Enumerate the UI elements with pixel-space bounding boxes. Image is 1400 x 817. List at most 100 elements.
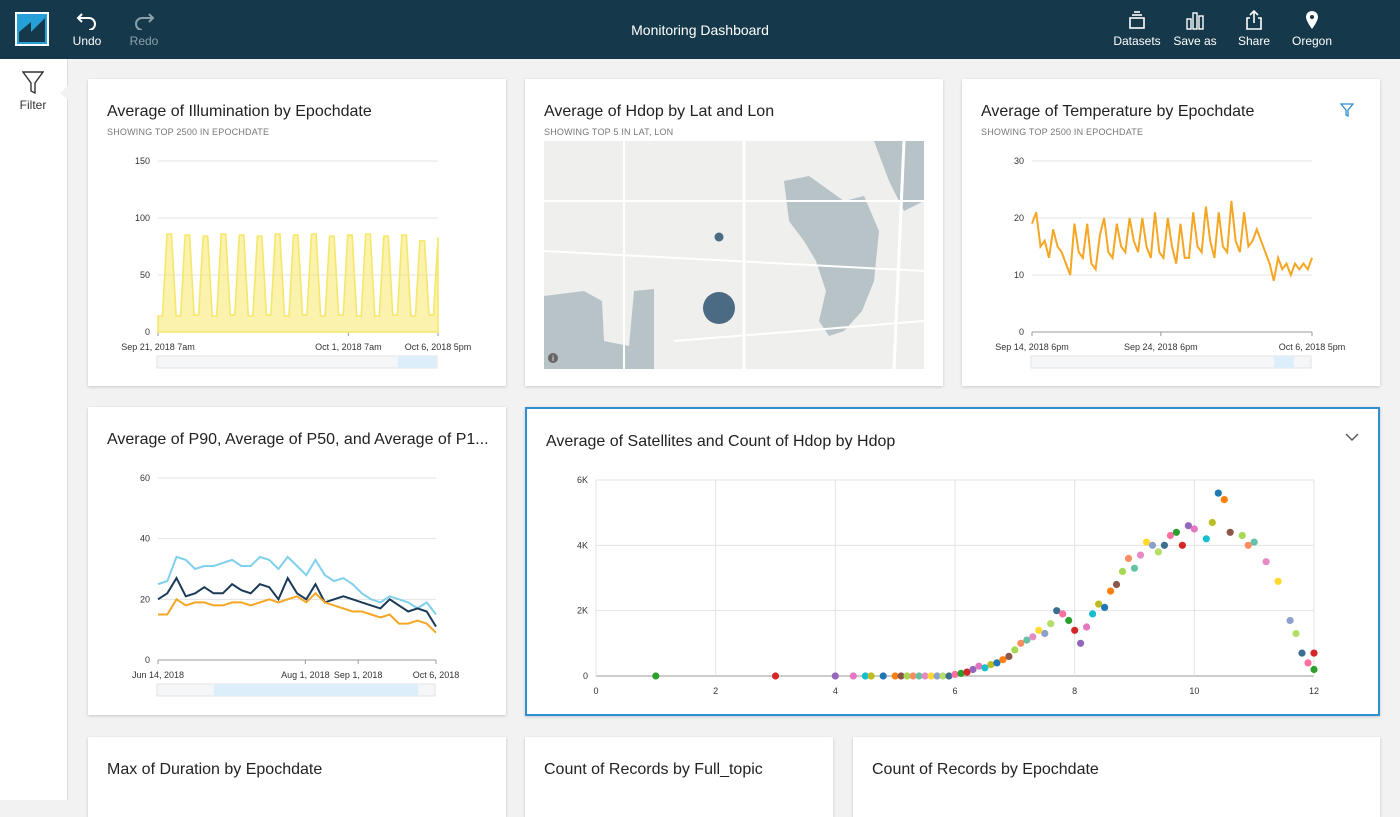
card-title: Average of P90, Average of P50, and Aver… <box>107 431 489 448</box>
datasets-label: Datasets <box>1113 34 1161 48</box>
y-tick-label: 0 <box>1019 327 1024 337</box>
card-subtitle: SHOWING TOP 5 IN LAT, LON <box>544 127 674 137</box>
save-as-button[interactable]: Save as <box>1172 10 1218 48</box>
redo-icon <box>135 13 155 30</box>
scatter-point <box>927 672 935 680</box>
range-slider-track <box>156 355 438 369</box>
scatter-point <box>897 672 905 680</box>
filter-applied-icon[interactable] <box>1340 103 1354 117</box>
series-line-0 <box>1031 200 1313 281</box>
scatter-point <box>879 672 887 680</box>
scatter-point <box>1154 548 1162 556</box>
info-icon[interactable] <box>548 353 558 363</box>
series-area-0 <box>157 233 439 333</box>
map-point-large[interactable] <box>703 292 735 324</box>
x-tick-label: Oct 6, 2018 5pm <box>1279 342 1346 352</box>
hdop-map[interactable]: i <box>544 141 924 369</box>
scatter-point <box>909 672 917 680</box>
y-tick-label: 60 <box>140 473 150 483</box>
x-tick-label: Sep 24, 2018 6pm <box>1124 342 1198 352</box>
y-tick-label: 2K <box>577 606 588 616</box>
scatter-point <box>861 672 869 680</box>
percentiles-chart[interactable]: 0 20 40 60 Jun 14, 2018 Aug 1, 2018 Sep 1, 201… <box>88 469 506 699</box>
card-title: Average of Illumination by Epochdate <box>107 103 372 120</box>
scatter-point <box>1112 580 1121 589</box>
series-line-2 <box>158 591 437 634</box>
scatter-point <box>1160 541 1168 549</box>
records-epoch-card[interactable]: Count of Records by Epochdate <box>853 737 1380 817</box>
scatter-point <box>1059 610 1067 618</box>
scatter-point <box>963 668 971 676</box>
scatter-point <box>987 661 995 669</box>
duration-card[interactable]: Max of Duration by Epochdate <box>88 737 506 817</box>
temperature-chart[interactable]: 0 10 20 30 Sep 14, 2018 6pm Sep 24, 2018 6pm O… <box>962 149 1380 369</box>
x-tick-label: 2 <box>713 686 718 696</box>
range-slider-handle <box>214 684 418 696</box>
filter-button[interactable]: Filter <box>10 71 56 112</box>
percentiles-card[interactable]: Average of P90, Average of P50, and Aver… <box>88 407 506 715</box>
scatter-point <box>1292 629 1300 638</box>
scatter-point <box>1107 587 1115 595</box>
scatter-point <box>1041 629 1049 638</box>
undo-button[interactable]: Undo <box>70 10 104 48</box>
y-tick-label: 20 <box>1014 213 1024 223</box>
filter-label: Filter <box>19 98 47 112</box>
redo-button[interactable]: Redo <box>127 10 161 48</box>
scatter-point <box>1047 620 1055 628</box>
y-tick-label: 30 <box>1014 156 1024 166</box>
card-title: Count of Records by Full_topic <box>544 761 763 778</box>
share-label: Share <box>1237 34 1271 48</box>
scatter-point <box>771 672 780 680</box>
scatter-point <box>1190 525 1198 533</box>
top-toolbar: Undo Redo Monitoring Dashboard Datasets … <box>0 0 1400 59</box>
scatter-point <box>915 672 923 680</box>
chevron-down-icon[interactable] <box>1345 431 1359 443</box>
hdop-map-card[interactable]: Average of Hdop by Lat and Lon SHOWING T… <box>525 79 943 386</box>
x-tick-label: Sep 21, 2018 7am <box>121 342 195 352</box>
lake-area <box>784 176 879 336</box>
x-tick-label: Jun 14, 2018 <box>132 670 184 680</box>
scatter-point <box>1142 538 1151 546</box>
scatter-point <box>1124 554 1133 562</box>
scatter-point <box>1035 626 1043 634</box>
scatter-point <box>1053 607 1061 615</box>
scatter-point <box>1166 531 1174 540</box>
scatter-point <box>1298 649 1306 657</box>
scatter-point <box>1071 626 1079 634</box>
card-title: Max of Duration by Epochdate <box>107 761 323 778</box>
app-logo[interactable] <box>15 12 49 46</box>
scatter-point <box>1202 535 1210 543</box>
x-tick-label: Oct 6, 2018 <box>413 670 460 680</box>
scatter-point <box>1262 558 1270 566</box>
scatter-point <box>969 665 977 674</box>
scatter-point <box>1005 652 1013 660</box>
save-as-label: Save as <box>1173 34 1217 48</box>
scatter-point <box>1118 567 1127 576</box>
y-tick-label: 0 <box>145 655 150 665</box>
scatter-point <box>957 669 965 677</box>
scatter-point <box>1214 489 1222 497</box>
scatter-point <box>891 672 899 680</box>
share-button[interactable]: Share <box>1235 10 1273 48</box>
satellites-scatter-chart[interactable]: 0 2K 4K 6K 0 2 4 6 8 10 12 <box>527 469 1378 709</box>
info-icon-glyph: i <box>552 354 554 363</box>
card-title: Average of Satellites and Count of Hdop … <box>546 433 896 450</box>
card-subtitle: SHOWING TOP 2500 IN EPOCHDATE <box>981 127 1144 137</box>
full-topic-card[interactable]: Count of Records by Full_topic <box>525 737 833 817</box>
x-tick-label: 0 <box>593 686 598 696</box>
scatter-point <box>1089 610 1097 618</box>
datasets-button[interactable]: Datasets <box>1113 10 1161 48</box>
temperature-card[interactable]: Average of Temperature by Epochdate SHOW… <box>962 79 1380 386</box>
map-point-small[interactable] <box>714 232 724 242</box>
illumination-card[interactable]: Average of Illumination by Epochdate SHO… <box>88 79 506 386</box>
scatter-point <box>1226 528 1234 536</box>
filter-icon <box>21 71 45 95</box>
scatter-point <box>1304 659 1312 667</box>
y-tick-label: 10 <box>1014 270 1024 280</box>
scatter-point <box>652 672 660 680</box>
satellites-card[interactable]: Average of Satellites and Count of Hdop … <box>525 407 1380 716</box>
water-area-north <box>874 141 924 211</box>
region-button[interactable]: Oregon <box>1290 10 1334 48</box>
scatter-point <box>1172 528 1180 536</box>
illumination-chart[interactable]: 0 50 100 150 Sep 21, 2018 7am Oct 1, 2018 7am… <box>88 149 506 369</box>
